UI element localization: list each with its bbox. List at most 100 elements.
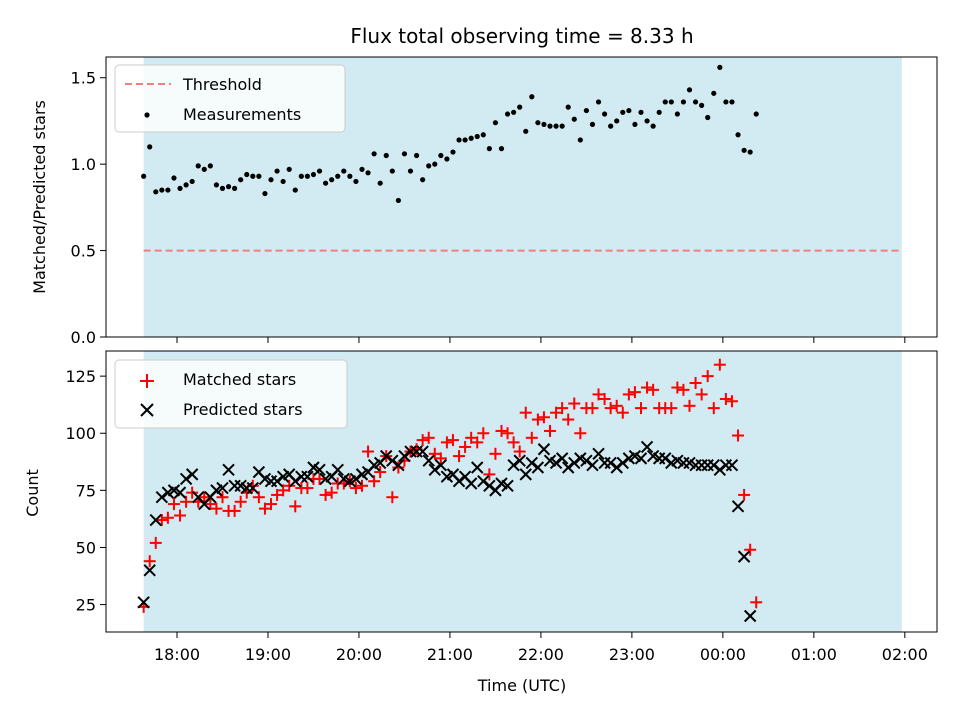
measurement-point [614, 118, 620, 124]
measurement-point [589, 121, 596, 128]
predicted-star-point [580, 454, 593, 467]
measurement-point [723, 99, 729, 105]
measurement-point [741, 147, 747, 153]
predicted-star-point [731, 500, 745, 513]
measurement-point [426, 163, 432, 169]
matched-star-point [671, 381, 684, 394]
bottom-legend: Matched stars Predicted stars [114, 359, 348, 429]
measurement-point [656, 109, 662, 115]
measurement-point [292, 187, 298, 193]
predicted-star-point [143, 564, 156, 577]
measurement-point [638, 109, 644, 115]
matched-star-point [713, 358, 726, 371]
matched-star-point [446, 434, 459, 447]
matched-stars-points [137, 358, 763, 613]
matched-star-point [568, 397, 581, 410]
matched-star-point [471, 436, 484, 449]
matched-star-point [374, 466, 387, 479]
measurement-point [511, 109, 517, 115]
measurement-point [547, 123, 553, 129]
measurement-point [577, 137, 583, 143]
predicted-star-point [483, 479, 496, 492]
top-legend-box [114, 64, 346, 133]
predicted-star-point [531, 461, 545, 474]
x-tick-label: 02:00 [882, 645, 928, 664]
matched-star-point [368, 475, 381, 488]
predicted-star-point [586, 459, 599, 472]
measurement-point [171, 175, 177, 181]
predicted-star-point [428, 463, 441, 477]
measurement-point [335, 173, 341, 179]
measurement-point [389, 168, 395, 174]
measurement-points [141, 64, 759, 204]
measurement-point [711, 90, 717, 96]
matched-star-point [683, 399, 696, 412]
measurement-point [395, 197, 401, 204]
predicted-star-point [610, 461, 623, 474]
matched-star-point [434, 452, 447, 465]
matched-star-point [428, 447, 441, 460]
measurement-point [353, 178, 359, 185]
bottom-panel: 25 50 75 100 125 18:00 19:00 20:00 21:00 22:00 23… [23, 350, 938, 695]
predicted-stars-points [137, 440, 757, 623]
matched-star-point [750, 596, 763, 609]
top-y-tick-label: 1.0 [71, 155, 96, 174]
predicted-star-point [549, 456, 563, 470]
measurement-point [456, 137, 462, 143]
predicted-star-point [289, 475, 302, 488]
measurement-point [401, 151, 408, 157]
measurement-point [420, 177, 426, 183]
top-y-ticks: 0.0 0.5 1.0 1.5 [71, 69, 106, 347]
predicted-star-point [561, 461, 575, 474]
bottom-y-ticks: 25 50 75 100 125 [65, 367, 106, 615]
measurement-point [632, 121, 638, 128]
measurement-point [571, 116, 577, 122]
matched-star-point [186, 486, 199, 499]
measurement-point [377, 180, 383, 186]
legend-measurements-swatch [144, 112, 150, 118]
matched-star-point [143, 555, 156, 568]
matched-star-point [641, 381, 654, 394]
matched-star-point [204, 498, 217, 511]
predicted-star-point [222, 463, 235, 477]
measurement-point [177, 185, 183, 191]
matched-star-point [725, 395, 738, 408]
measurement-point [735, 132, 741, 138]
top-axes-frame [105, 56, 938, 338]
predicted-star-point [452, 475, 466, 488]
measurement-point [692, 99, 699, 105]
predicted-star-point [713, 463, 727, 477]
measurement-point [444, 156, 450, 162]
matched-star-point [149, 536, 162, 549]
measurement-point [165, 187, 171, 193]
measurement-point [747, 149, 753, 155]
matched-star-point [677, 383, 690, 396]
measurement-point [650, 123, 656, 129]
predicted-star-point [725, 459, 739, 472]
measurement-point [432, 161, 438, 167]
predicted-star-point [616, 456, 629, 470]
measurement-point [238, 177, 244, 183]
measurement-point [286, 166, 292, 172]
predicted-star-point [246, 481, 260, 495]
measurement-point [316, 168, 323, 174]
predicted-star-point [513, 454, 526, 467]
measurement-point [674, 111, 680, 117]
predicted-star-point [349, 472, 363, 486]
measurement-point [553, 123, 559, 129]
top-y-tick-label: 0.5 [71, 242, 96, 261]
matched-star-point [744, 543, 757, 556]
predicted-star-point [179, 472, 193, 486]
matched-star-point [550, 406, 563, 419]
x-tick-label: 19:00 [245, 645, 291, 664]
measurement-point [620, 109, 626, 115]
matched-star-point [707, 402, 720, 415]
x-tick-label: 23:00 [609, 645, 655, 664]
measurement-point [365, 170, 371, 176]
matched-star-point [622, 388, 635, 401]
matched-star-point [695, 388, 708, 401]
predicted-star-point [313, 463, 326, 477]
measurement-point [601, 111, 608, 117]
top-panel: 0.0 0.5 1.0 1.5 Matched/Predicted stars Thr… [30, 56, 938, 347]
legend-threshold-label: Threshold [182, 75, 262, 94]
